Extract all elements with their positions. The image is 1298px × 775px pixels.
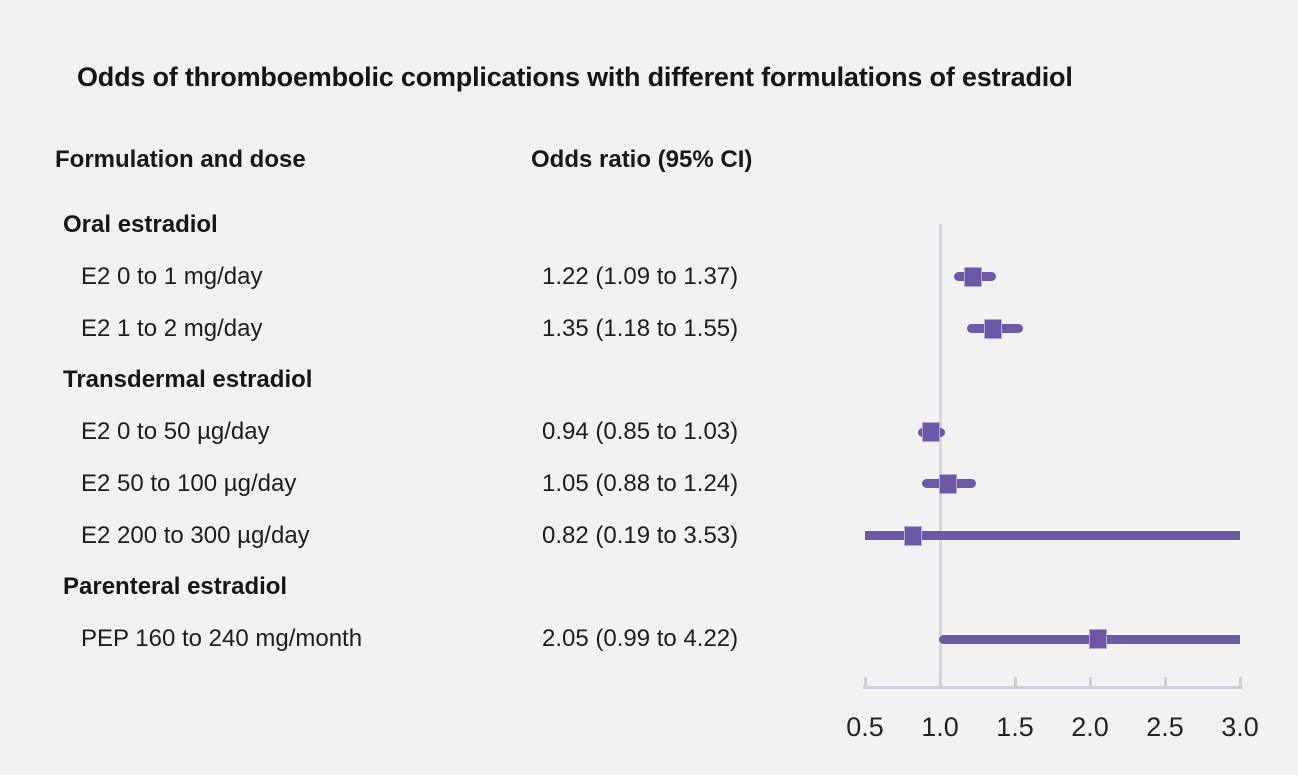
row-label: E2 200 to 300 µg/day bbox=[81, 521, 310, 549]
point-estimate-marker bbox=[983, 318, 1002, 339]
table-row: E2 1 to 2 mg/day 1.35 (1.18 to 1.55) bbox=[0, 303, 1298, 355]
table-row: E2 0 to 50 µg/day 0.94 (0.85 to 1.03) bbox=[0, 406, 1298, 458]
group-header-row: Oral estradiol bbox=[0, 199, 1298, 251]
odds-ratio-text: 2.05 (0.99 to 4.22) bbox=[542, 625, 739, 652]
x-axis-tick bbox=[938, 677, 942, 686]
x-axis-tick bbox=[1088, 677, 1092, 686]
odds-ratio-text: 1.22 (1.09 to 1.37) bbox=[542, 262, 739, 290]
odds-ratio-text: 1.35 (1.18 to 1.55) bbox=[542, 314, 739, 342]
column-header-odds-ratio: Odds ratio (95% CI) bbox=[531, 146, 753, 173]
x-axis-tick-label: 1.5 bbox=[996, 712, 1034, 742]
x-axis-tick bbox=[1238, 677, 1242, 686]
x-axis-tick-label: 1.0 bbox=[921, 712, 959, 742]
ci-line bbox=[865, 531, 1240, 540]
x-axis-tick bbox=[863, 677, 867, 686]
table-row: E2 200 to 300 µg/day 0.82 (0.19 to 3.53) bbox=[0, 510, 1298, 562]
x-axis-tick bbox=[1163, 677, 1167, 686]
point-estimate-marker bbox=[922, 422, 940, 442]
row-label: Oral estradiol bbox=[63, 211, 218, 238]
x-axis-line bbox=[863, 686, 1243, 689]
row-label: Transdermal estradiol bbox=[63, 366, 313, 394]
group-header-row: Parenteral estradiol bbox=[0, 561, 1298, 613]
odds-ratio-text: 0.82 (0.19 to 3.53) bbox=[542, 521, 739, 549]
reference-line bbox=[938, 224, 942, 689]
row-label: Parenteral estradiol bbox=[63, 573, 288, 601]
x-axis-tick-label: 3.0 bbox=[1221, 712, 1259, 742]
odds-ratio-text: 0.94 (0.85 to 1.03) bbox=[542, 418, 739, 445]
row-label: E2 0 to 50 µg/day bbox=[81, 418, 270, 445]
odds-ratio-text: 1.05 (0.88 to 1.24) bbox=[542, 469, 739, 497]
group-header-row: Transdermal estradiol bbox=[0, 354, 1298, 406]
point-estimate-marker bbox=[938, 473, 957, 494]
table-row: E2 50 to 100 µg/day 1.05 (0.88 to 1.24) bbox=[0, 458, 1298, 510]
x-axis-tick-label: 2.0 bbox=[1071, 712, 1109, 742]
x-axis-tick-label: 0.5 bbox=[846, 712, 884, 742]
row-label: E2 50 to 100 µg/day bbox=[81, 469, 297, 497]
x-axis-tick-label: 2.5 bbox=[1146, 712, 1184, 742]
point-estimate-marker bbox=[964, 266, 982, 287]
x-axis-tick bbox=[1013, 677, 1017, 686]
table-row: PEP 160 to 240 mg/month 2.05 (0.99 to 4.… bbox=[0, 613, 1298, 665]
row-label: E2 1 to 2 mg/day bbox=[81, 314, 263, 342]
table-row: E2 0 to 1 mg/day 1.22 (1.09 to 1.37) bbox=[0, 251, 1298, 303]
row-label: E2 0 to 1 mg/day bbox=[81, 262, 263, 290]
point-estimate-marker bbox=[1088, 629, 1107, 649]
row-label: PEP 160 to 240 mg/month bbox=[81, 625, 363, 652]
figure-title: Odds of thromboembolic complications wit… bbox=[77, 62, 1073, 92]
column-header-formulation: Formulation and dose bbox=[55, 146, 306, 173]
point-estimate-marker bbox=[904, 525, 922, 546]
